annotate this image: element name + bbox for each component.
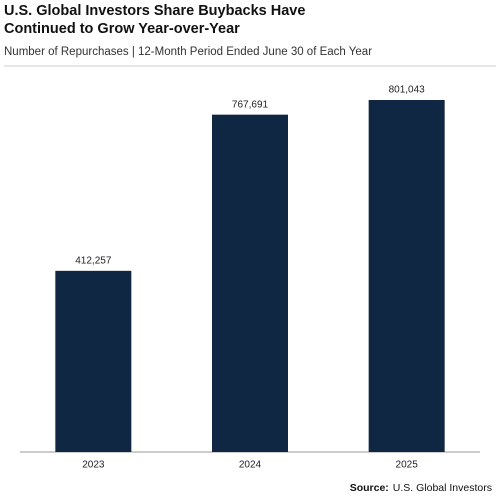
data-label: 801,043 bbox=[389, 85, 426, 96]
bar bbox=[368, 100, 445, 452]
data-label: 767,691 bbox=[232, 99, 269, 110]
bar bbox=[55, 270, 132, 452]
x-tick-label: 2023 bbox=[82, 460, 105, 471]
bar bbox=[212, 114, 288, 453]
source-label: Source: bbox=[349, 482, 389, 494]
source-text: U.S. Global Investors bbox=[392, 482, 492, 494]
chart-title: U.S. Global Investors Share Buybacks Hav… bbox=[4, 3, 306, 37]
chart-subtitle: Number of Repurchases | 12-Month Period … bbox=[4, 46, 373, 58]
x-tick-label: 2025 bbox=[396, 460, 419, 471]
source: Source: U.S. Global Investors bbox=[350, 482, 492, 494]
data-label: 412,257 bbox=[75, 255, 112, 266]
x-tick-label: 2024 bbox=[239, 460, 262, 471]
